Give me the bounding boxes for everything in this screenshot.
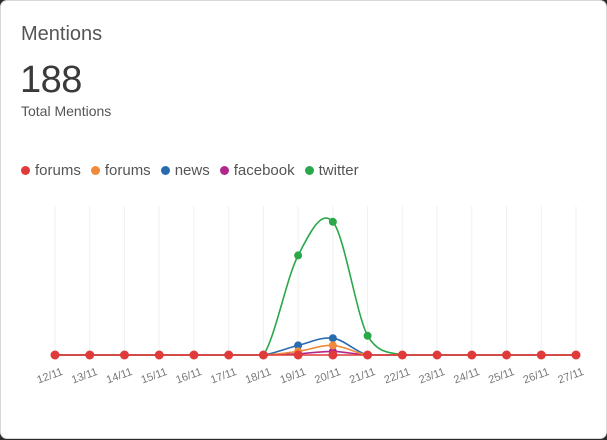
total-mentions-label: Total Mentions (21, 103, 112, 119)
legend-item-facebook[interactable]: facebook (219, 162, 295, 179)
data-point (397, 350, 407, 360)
data-point (189, 350, 199, 360)
x-tick-label: 15/11 (140, 366, 169, 386)
x-tick-label: 20/11 (313, 366, 342, 386)
data-point (294, 341, 303, 350)
data-point (224, 350, 234, 360)
data-point (467, 350, 477, 360)
x-tick-label: 22/11 (383, 366, 412, 386)
legend-dot-icon (90, 166, 100, 175)
data-point (363, 350, 373, 360)
legend-label: forums (104, 162, 151, 179)
x-tick-label: 17/11 (209, 366, 238, 386)
x-tick-label: 25/11 (487, 366, 516, 386)
data-point (50, 350, 60, 360)
data-point (363, 331, 372, 340)
legend-label: twitter (318, 162, 359, 179)
x-tick-label: 27/11 (556, 366, 585, 386)
data-point (571, 350, 581, 360)
data-point (119, 350, 129, 360)
legend-label: facebook (233, 162, 295, 179)
legend-item-forums[interactable]: forums (21, 162, 81, 179)
legend-item-forums-2[interactable]: forums (90, 162, 151, 179)
series-line (54, 344, 576, 356)
legend-dot-icon (21, 166, 30, 175)
data-point (328, 341, 337, 350)
data-point (85, 350, 95, 360)
x-tick-label: 26/11 (522, 366, 551, 386)
data-point (432, 350, 442, 360)
data-point (154, 350, 164, 360)
legend-dot-icon (219, 166, 229, 175)
legend-item-news[interactable]: news (160, 162, 210, 179)
legend-label: news (174, 162, 210, 179)
x-tick-label: 12/11 (35, 366, 64, 386)
data-point (328, 217, 337, 226)
legend-item-twitter[interactable]: twitter (304, 162, 359, 179)
x-tick-label: 21/11 (348, 366, 377, 386)
x-tick-label: 18/11 (244, 366, 273, 386)
data-point (502, 350, 512, 360)
chart-legend: forums forums news facebook twitter (21, 162, 369, 179)
data-point (294, 251, 303, 260)
x-tick-label: 14/11 (105, 366, 134, 386)
legend-dot-icon (160, 166, 170, 175)
widget-title: Mentions (21, 23, 103, 45)
x-tick-label: 13/11 (70, 366, 99, 386)
total-mentions-value: 188 (20, 59, 82, 101)
series-line (54, 217, 576, 356)
data-point (328, 350, 338, 360)
legend-label: forums (35, 162, 81, 179)
data-point (536, 350, 546, 360)
data-point (258, 350, 268, 360)
data-point (328, 334, 337, 343)
data-point (293, 350, 303, 360)
x-tick-label: 23/11 (417, 366, 446, 386)
x-tick-label: 16/11 (174, 366, 203, 386)
x-tick-label: 19/11 (279, 366, 308, 386)
x-tick-label: 24/11 (452, 366, 481, 386)
legend-dot-icon (304, 166, 314, 175)
